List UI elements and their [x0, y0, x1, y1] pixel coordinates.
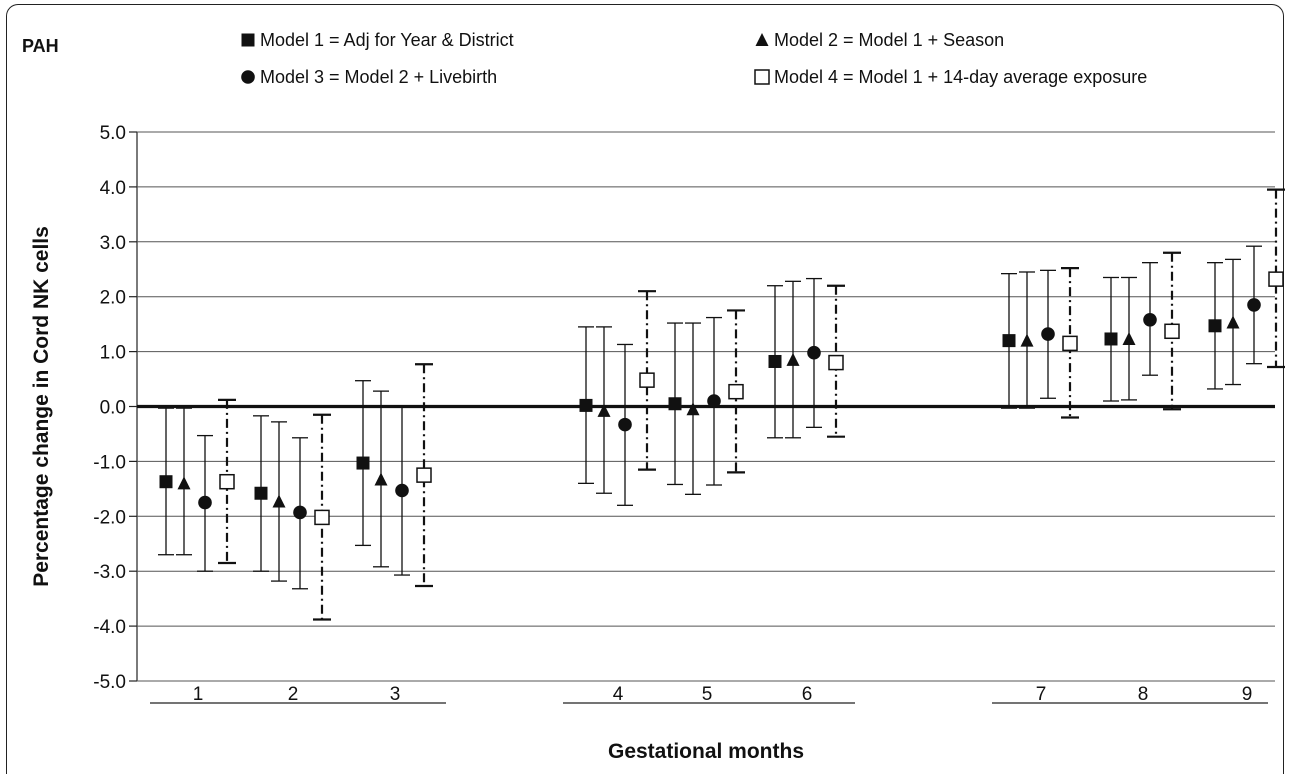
y-tick-label: -4.0	[93, 617, 126, 638]
data-point-square	[1003, 334, 1016, 347]
legend-label: Model 2 = Model 1 + Season	[774, 30, 1004, 50]
y-tick-label: 2.0	[100, 288, 126, 309]
legend-item: Model 3 = Model 2 + Livebirth	[241, 67, 497, 87]
data-point-open-square	[755, 70, 769, 84]
x-tick-label: 5	[702, 684, 713, 705]
x-axis-label: Gestational months	[608, 740, 804, 763]
y-tick-label: 5.0	[100, 123, 126, 144]
y-tick-label: -2.0	[93, 507, 126, 528]
y-tick-label: -3.0	[93, 562, 126, 583]
data-point-circle	[618, 418, 632, 432]
data-point-circle	[707, 394, 721, 408]
data-point-triangle	[787, 353, 800, 366]
data-point-square	[1209, 319, 1222, 332]
data-point-open-square	[640, 373, 654, 387]
y-axis-label: Percentage change in Cord NK cells	[30, 226, 53, 587]
y-tick-label: 0.0	[100, 398, 126, 419]
data-point-circle	[1041, 327, 1055, 341]
data-point-square	[242, 34, 255, 47]
x-tick-label: 6	[802, 684, 813, 705]
plot-marks	[158, 190, 1285, 620]
y-tick-label: 1.0	[100, 343, 126, 364]
y-tick-label: 3.0	[100, 233, 126, 254]
series-4	[218, 190, 1285, 620]
data-point-square	[769, 355, 782, 368]
data-point-circle	[395, 484, 409, 498]
legend-item: Model 2 = Model 1 + Season	[756, 30, 1005, 50]
data-point-circle	[1143, 313, 1157, 327]
data-point-triangle	[375, 473, 388, 486]
data-point-triangle	[687, 402, 700, 415]
data-point-open-square	[1165, 324, 1179, 338]
data-point-square	[669, 397, 682, 410]
x-tick-label: 9	[1242, 684, 1253, 705]
data-point-triangle	[1227, 316, 1240, 329]
y-tick-label: 4.0	[100, 178, 126, 199]
y-tick-label: -5.0	[93, 672, 126, 693]
data-point-open-square	[829, 356, 843, 370]
legend-item: Model 4 = Model 1 + 14-day average expos…	[755, 67, 1147, 87]
data-point-open-square	[220, 475, 234, 489]
x-tick-label: 2	[288, 684, 299, 705]
x-axis-ticks: 1 2 3 4 5 6 7 8 9	[150, 684, 1268, 705]
x-tick-label: 4	[613, 684, 624, 705]
data-point-triangle	[1021, 334, 1034, 347]
data-point-circle	[198, 496, 212, 510]
data-point-circle	[1247, 298, 1261, 312]
y-axis-ticks: 5.0 4.0 3.0 2.0 1.0 0.0 -1.0 -2.0 -3.0 -4.0 -5.0	[93, 123, 137, 693]
legend: Model 1 = Adj for Year & District Model 2…	[241, 30, 1147, 87]
data-point-circle	[241, 70, 255, 84]
data-point-square	[357, 457, 370, 470]
data-point-open-square	[729, 385, 743, 399]
data-point-triangle	[756, 33, 769, 46]
x-tick-label: 7	[1036, 684, 1047, 705]
series-3	[197, 246, 1262, 589]
y-tick-label: -1.0	[93, 452, 126, 473]
legend-label: Model 3 = Model 2 + Livebirth	[260, 67, 497, 87]
x-tick-label: 3	[390, 684, 401, 705]
data-point-circle	[293, 506, 307, 520]
x-tick-label: 8	[1138, 684, 1149, 705]
data-point-open-square	[1269, 272, 1283, 286]
data-point-triangle	[273, 494, 286, 507]
gridlines	[137, 132, 1275, 681]
data-point-triangle	[178, 476, 191, 489]
data-point-open-square	[417, 468, 431, 482]
data-point-open-square	[1063, 336, 1077, 350]
data-point-square	[255, 487, 268, 500]
legend-label: Model 1 = Adj for Year & District	[260, 30, 514, 50]
legend-label: Model 4 = Model 1 + 14-day average expos…	[774, 67, 1147, 87]
legend-item: Model 1 = Adj for Year & District	[242, 30, 514, 50]
panel-label: PAH	[22, 36, 59, 56]
data-point-square	[160, 475, 173, 488]
data-point-open-square	[315, 510, 329, 524]
data-point-square	[580, 399, 593, 412]
data-point-square	[1105, 332, 1118, 345]
x-tick-label: 1	[193, 684, 204, 705]
data-point-triangle	[1123, 332, 1136, 345]
series-2	[176, 259, 1241, 581]
data-point-circle	[807, 346, 821, 360]
